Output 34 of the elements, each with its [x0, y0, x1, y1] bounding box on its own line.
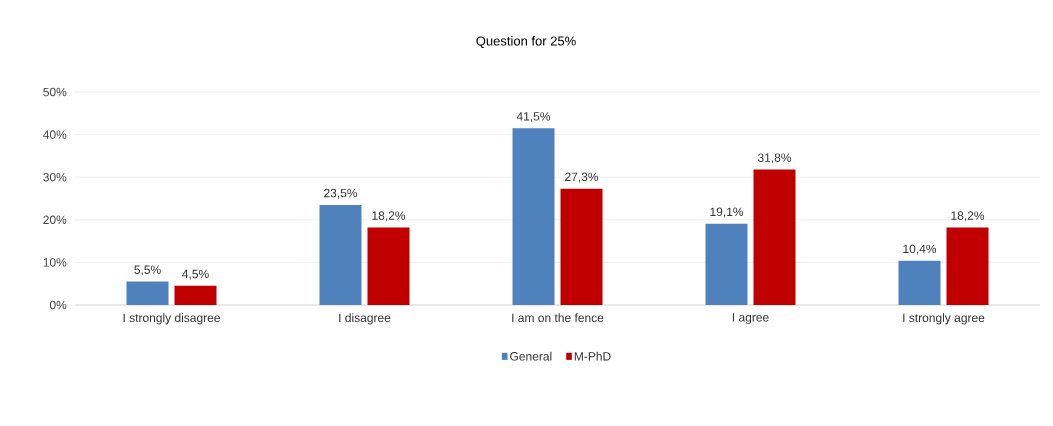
y-tick-label: 40%: [43, 130, 67, 139]
bar: [512, 128, 555, 305]
y-tick-label: 50%: [43, 87, 67, 97]
legend-label: M-PhD: [574, 351, 611, 361]
data-label: 18,2%: [951, 211, 985, 222]
data-label: 41,5%: [516, 112, 551, 122]
data-label: 19,1%: [710, 207, 744, 218]
data-label: 5,5%: [134, 265, 161, 276]
bar: [367, 227, 410, 305]
data-label: 4,5%: [182, 269, 209, 280]
data-label: 27,3%: [565, 172, 599, 183]
y-tick-label: 30%: [43, 172, 67, 182]
x-tick-label: I strongly disagree: [123, 313, 220, 325]
bar: [174, 285, 217, 305]
y-tick-label: 0%: [49, 300, 67, 310]
x-tick-label: I strongly agree: [903, 313, 985, 325]
bar: [898, 260, 941, 305]
chart-title: Question for 25%: [476, 36, 576, 48]
x-tick-label: I agree: [732, 313, 769, 324]
data-label: 10,4%: [903, 244, 937, 255]
data-label: 23,5%: [324, 188, 358, 199]
x-tick-label: I disagree: [339, 313, 391, 325]
data-label: 18,2%: [372, 211, 406, 222]
y-tick-label: 10%: [43, 258, 67, 267]
x-tick-label: I am on the fence: [512, 313, 604, 323]
bar: [705, 223, 748, 305]
bar: [560, 188, 603, 305]
bar: [319, 204, 362, 305]
bar: [753, 169, 796, 305]
bar: [946, 227, 989, 305]
data-label: 31,8%: [757, 153, 792, 164]
bar: [126, 281, 169, 305]
y-tick-label: 20%: [43, 215, 67, 225]
legend-label: General: [510, 351, 552, 361]
